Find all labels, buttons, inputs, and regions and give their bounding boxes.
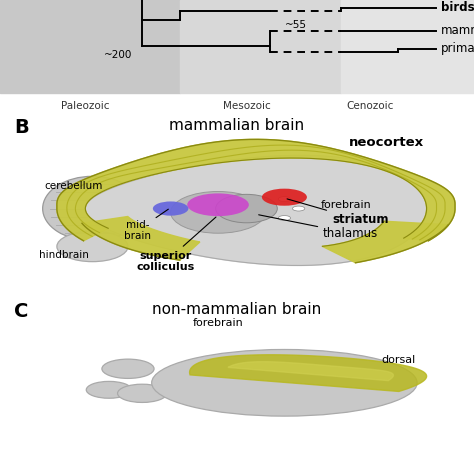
Ellipse shape bbox=[57, 231, 128, 262]
Polygon shape bbox=[190, 355, 427, 392]
Text: forebrain: forebrain bbox=[320, 200, 372, 210]
Circle shape bbox=[292, 206, 305, 211]
Text: Paleozoic: Paleozoic bbox=[61, 101, 109, 111]
Text: mammalian brain: mammalian brain bbox=[169, 118, 305, 133]
Polygon shape bbox=[82, 217, 200, 260]
Circle shape bbox=[86, 382, 132, 398]
Circle shape bbox=[278, 216, 291, 220]
Text: neocortex: neocortex bbox=[349, 136, 424, 149]
Polygon shape bbox=[85, 155, 427, 265]
Text: hindbrain: hindbrain bbox=[39, 250, 89, 260]
Text: C: C bbox=[14, 302, 28, 321]
Polygon shape bbox=[57, 139, 455, 241]
Text: ~55: ~55 bbox=[284, 20, 306, 30]
Ellipse shape bbox=[262, 189, 307, 206]
Ellipse shape bbox=[43, 176, 142, 241]
Bar bbox=[180, 0, 341, 93]
Text: primates: primates bbox=[441, 42, 474, 55]
Circle shape bbox=[278, 197, 291, 201]
Bar bbox=[0, 0, 180, 93]
Text: Mesozoic: Mesozoic bbox=[223, 101, 270, 111]
Text: ~200: ~200 bbox=[104, 50, 133, 60]
Polygon shape bbox=[228, 362, 393, 381]
Text: forebrain: forebrain bbox=[192, 318, 244, 328]
Ellipse shape bbox=[171, 191, 265, 233]
Circle shape bbox=[102, 359, 154, 378]
Text: non-mammalian brain: non-mammalian brain bbox=[152, 302, 322, 317]
Ellipse shape bbox=[153, 201, 188, 216]
Text: birds: birds bbox=[441, 1, 474, 15]
Ellipse shape bbox=[187, 193, 249, 216]
Text: mammals: mammals bbox=[441, 24, 474, 37]
Text: striatum: striatum bbox=[287, 199, 389, 227]
Bar bbox=[341, 0, 474, 93]
Circle shape bbox=[118, 384, 167, 402]
Text: thalamus: thalamus bbox=[259, 215, 378, 240]
Text: B: B bbox=[14, 118, 29, 137]
Text: Cenozoic: Cenozoic bbox=[346, 101, 393, 111]
Text: superior
colliculus: superior colliculus bbox=[137, 217, 216, 273]
Ellipse shape bbox=[216, 194, 277, 223]
Text: mid-
brain: mid- brain bbox=[124, 209, 168, 241]
Polygon shape bbox=[322, 221, 448, 263]
Ellipse shape bbox=[152, 349, 417, 416]
Text: dorsal: dorsal bbox=[381, 355, 415, 365]
Text: cerebellum: cerebellum bbox=[44, 181, 103, 191]
